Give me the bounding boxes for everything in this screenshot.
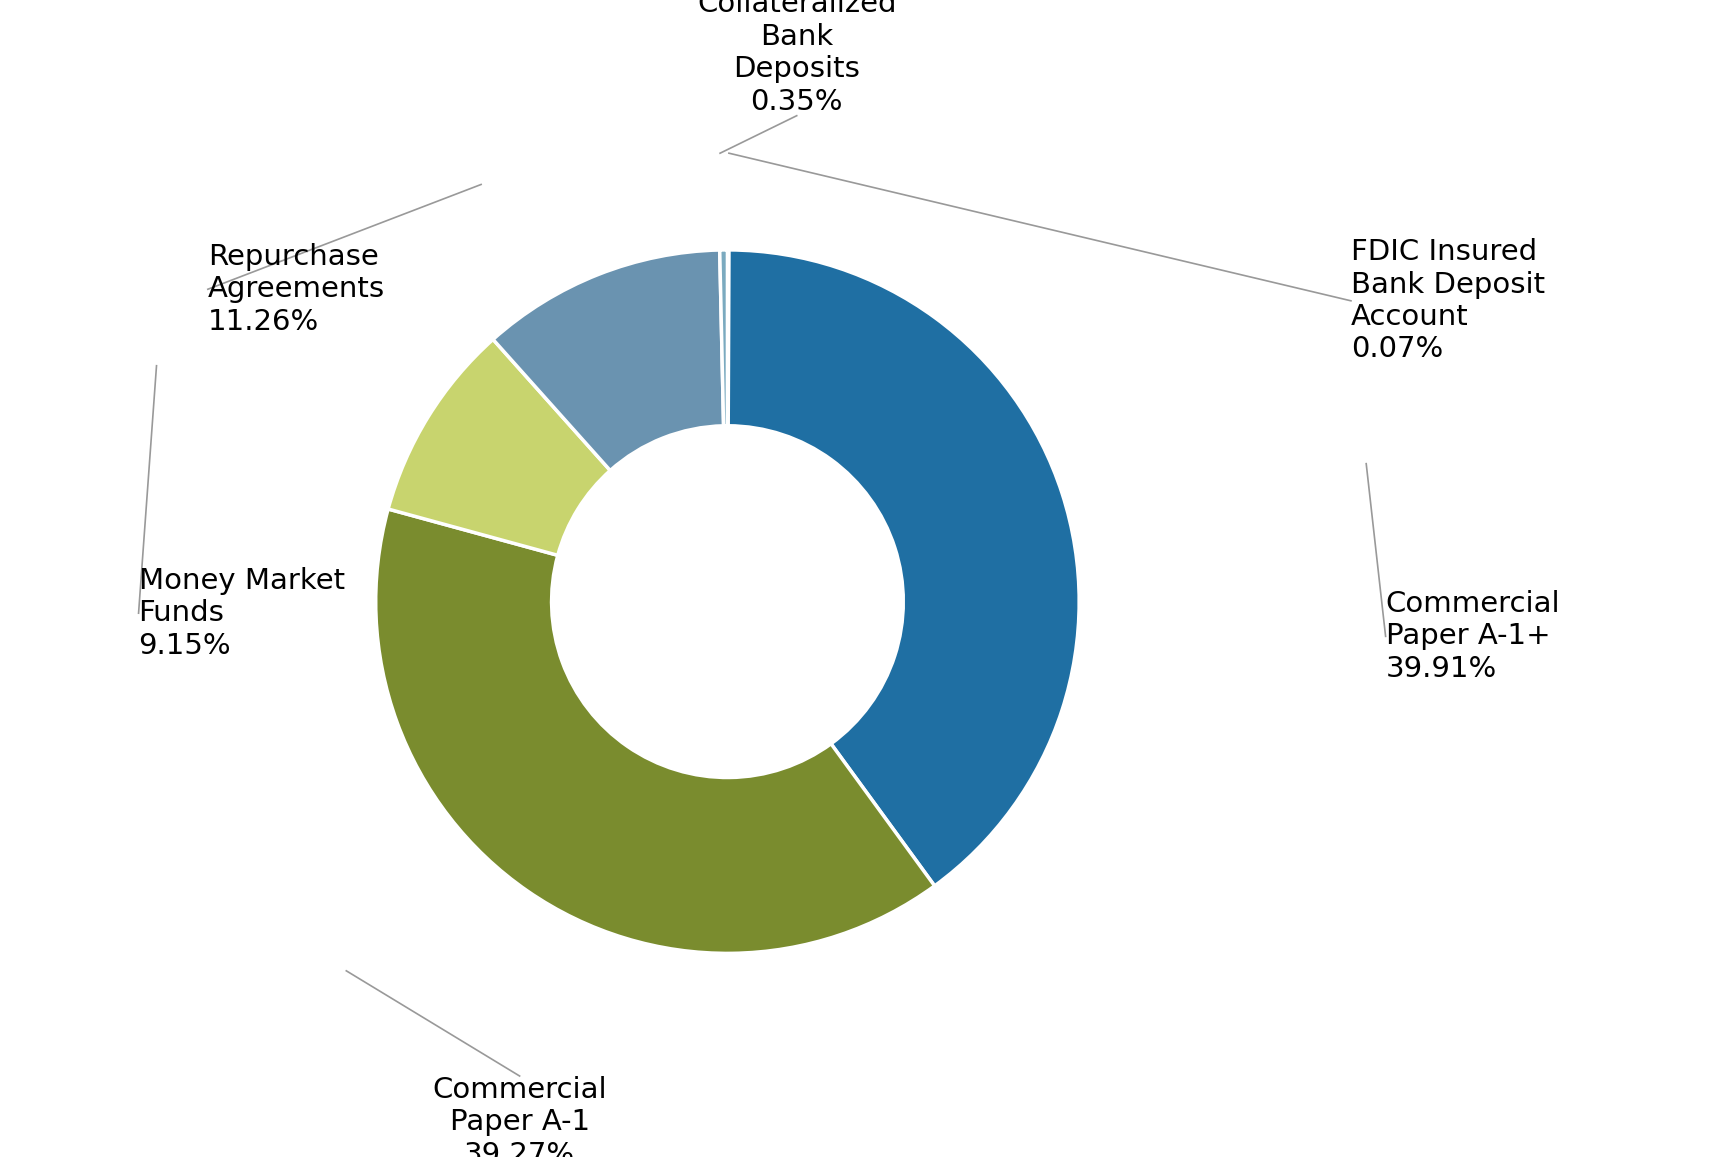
Wedge shape xyxy=(721,250,727,426)
Wedge shape xyxy=(494,250,724,471)
Wedge shape xyxy=(376,509,935,953)
Wedge shape xyxy=(388,339,610,555)
Text: Commercial
Paper A-1
39.27%: Commercial Paper A-1 39.27% xyxy=(433,1076,606,1157)
Text: Money Market
Funds
9.15%: Money Market Funds 9.15% xyxy=(139,567,345,659)
Text: FDIC Insured
Bank Deposit
Account
0.07%: FDIC Insured Bank Deposit Account 0.07% xyxy=(1351,238,1545,363)
Text: Collateralized
Bank
Deposits
0.35%: Collateralized Bank Deposits 0.35% xyxy=(696,0,897,116)
Wedge shape xyxy=(727,250,1079,886)
Text: Commercial
Paper A-1+
39.91%: Commercial Paper A-1+ 39.91% xyxy=(1386,590,1561,683)
Text: Repurchase
Agreements
11.26%: Repurchase Agreements 11.26% xyxy=(208,243,385,336)
